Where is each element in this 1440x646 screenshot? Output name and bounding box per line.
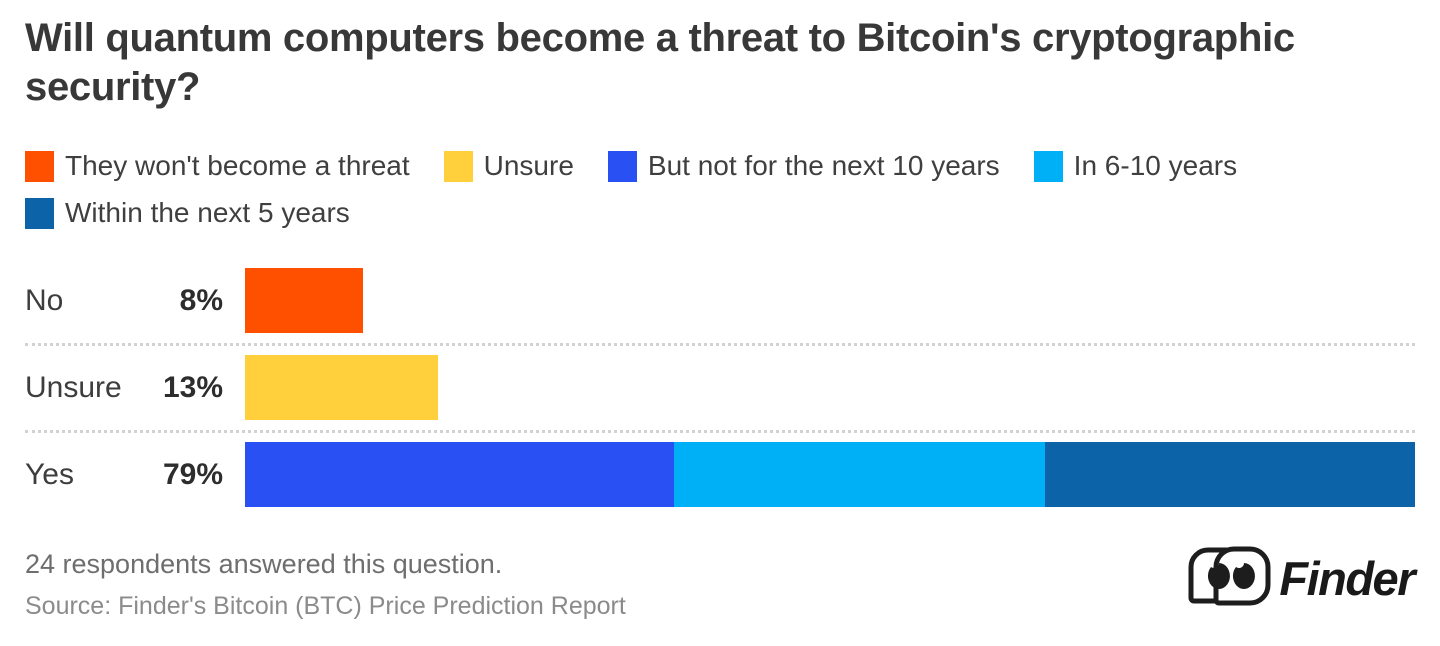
chart-row: Unsure 13% bbox=[25, 355, 1415, 420]
legend-swatch bbox=[25, 197, 54, 229]
legend-swatch bbox=[1033, 150, 1063, 182]
bar-segment bbox=[1044, 442, 1415, 507]
row-separator bbox=[25, 430, 1415, 433]
finder-logo: Finder bbox=[1186, 546, 1415, 611]
category-value: 8% bbox=[179, 283, 223, 317]
chart-rows: No 8% Unsure 13% Yes 79% bbox=[25, 268, 1415, 507]
legend-swatch bbox=[25, 150, 54, 182]
chart-row: Yes 79% bbox=[25, 442, 1415, 507]
category-label: Unsure bbox=[25, 370, 122, 404]
bar-segment bbox=[245, 268, 364, 333]
bar-track bbox=[245, 268, 1415, 333]
category-value: 79% bbox=[162, 457, 223, 491]
category-label: Yes bbox=[25, 457, 74, 491]
finder-eyes-icon bbox=[1186, 546, 1272, 611]
legend-item-label: Unsure bbox=[483, 150, 574, 181]
row-separator bbox=[25, 343, 1415, 346]
finder-logo-text: Finder bbox=[1279, 552, 1415, 605]
respondents-note: 24 respondents answered this question. bbox=[25, 549, 503, 579]
bar-segment bbox=[245, 442, 675, 507]
bar-segment bbox=[674, 442, 1045, 507]
legend-item: They won't become a threat bbox=[25, 150, 410, 182]
legend-item: But not for the next 10 years bbox=[607, 150, 1000, 182]
legend-item-label: They won't become a threat bbox=[65, 150, 410, 181]
legend-swatch bbox=[443, 150, 473, 182]
legend-item: Unsure bbox=[443, 150, 574, 182]
category-label: No bbox=[25, 283, 64, 317]
legend-item-label: But not for the next 10 years bbox=[647, 150, 1000, 181]
legend-item: Within the next 5 years bbox=[25, 197, 350, 229]
legend-item-label: In 6-10 years bbox=[1073, 150, 1238, 181]
bar-segment bbox=[245, 355, 438, 420]
category-value: 13% bbox=[162, 370, 223, 404]
source-note: Source: Finder's Bitcoin (BTC) Price Pre… bbox=[25, 592, 626, 620]
legend: They won't become a threat Unsure But not … bbox=[25, 150, 1420, 229]
legend-swatch bbox=[607, 150, 637, 182]
chart-title: Will quantum computers become a threat t… bbox=[25, 16, 1295, 109]
bar-track bbox=[245, 442, 1415, 507]
legend-item: In 6-10 years bbox=[1033, 150, 1238, 182]
bar-track bbox=[245, 355, 1415, 420]
legend-item-label: Within the next 5 years bbox=[65, 197, 350, 228]
chart-row: No 8% bbox=[25, 268, 1415, 333]
